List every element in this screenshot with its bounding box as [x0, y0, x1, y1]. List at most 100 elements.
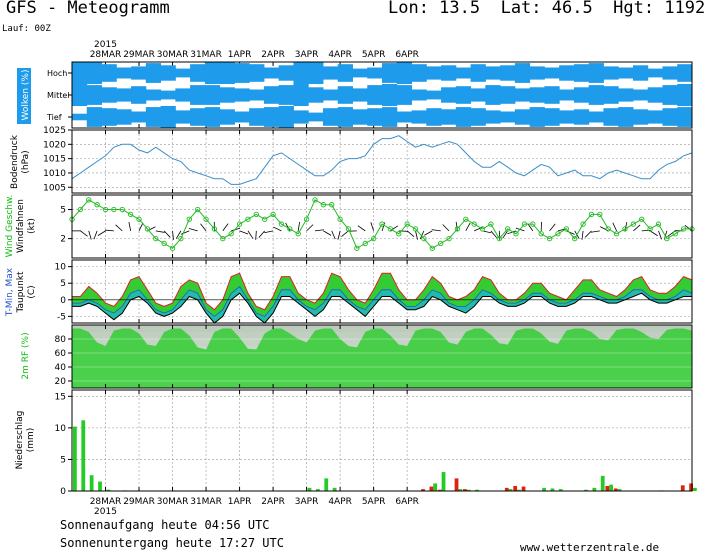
- cloud-cell: [102, 64, 117, 82]
- x-tick-label: 28MAR: [90, 50, 122, 60]
- cloud-cell: [220, 109, 235, 124]
- cloud-cell: [220, 87, 235, 102]
- cloud-cell: [559, 90, 574, 101]
- x-tick-label: 28MAR: [90, 497, 122, 507]
- x-tick-label: 2APR: [261, 50, 285, 60]
- cloud-cell: [544, 68, 559, 79]
- cloud-cell: [367, 108, 382, 126]
- wind-barb: [466, 223, 470, 231]
- source-url: www.wetterzentrale.de: [520, 541, 659, 554]
- cloud-cell: [574, 109, 589, 124]
- cloud-cell: [515, 109, 530, 124]
- cloud-cell: [382, 107, 397, 127]
- wind-barb: [585, 231, 591, 237]
- cloud-cell: [603, 66, 618, 79]
- cloud-cell: [382, 84, 397, 106]
- cloud-cell: [662, 108, 677, 126]
- cloud-level-label: Mittel: [47, 91, 70, 100]
- x-tick-label: 1APR: [228, 50, 252, 60]
- wind-barb: [94, 231, 97, 239]
- wind-barb: [223, 224, 228, 231]
- year-label-bottom: 2015: [94, 507, 117, 517]
- wind-barb: [240, 231, 248, 234]
- cloud-cell: [190, 64, 205, 82]
- wind-barb: [181, 231, 189, 234]
- panel-label: Niederschlag: [15, 411, 25, 470]
- wind-barb: [591, 231, 600, 232]
- cloud-cell: [146, 63, 161, 83]
- cloud-cell: [146, 90, 161, 101]
- cloud-cell: [190, 108, 205, 126]
- panel-label: Wind Geschw.: [5, 195, 15, 258]
- cloud-cell: [456, 107, 471, 127]
- cloud-cell: [338, 86, 353, 104]
- cloud-cell: [323, 66, 338, 79]
- panel-label: (C): [27, 285, 37, 298]
- precip-bar-red: [522, 487, 526, 491]
- y-tick-label: 0: [60, 296, 66, 306]
- cloud-cell: [220, 62, 235, 84]
- cloud-cell: [603, 86, 618, 104]
- precip-bar-green: [81, 420, 85, 491]
- cloud-cell: [677, 107, 692, 127]
- cloud-level-label: Tief: [46, 113, 62, 122]
- cloud-cell: [648, 87, 663, 102]
- cloud-cell: [367, 85, 382, 105]
- cloud-cell: [662, 66, 677, 79]
- cloud-cell: [456, 86, 471, 104]
- x-tick-label: 2APR: [261, 497, 285, 507]
- wind-barb: [323, 231, 331, 236]
- cloud-cell: [574, 64, 589, 82]
- cloud-cell: [293, 110, 308, 123]
- cloud-cell: [102, 87, 117, 102]
- x-tick-label: 3APR: [295, 497, 319, 507]
- cloud-cell: [603, 108, 618, 126]
- x-tick-label: 6APR: [395, 50, 419, 60]
- cloud-cell: [264, 107, 279, 127]
- panel-label: (kt): [27, 218, 37, 234]
- cloud-cell: [249, 90, 264, 101]
- cloud-level-label: Hoch: [47, 69, 67, 78]
- wind-barb: [98, 231, 106, 236]
- panel-label: Taupunkt: [16, 271, 26, 314]
- cloud-cell: [131, 112, 146, 123]
- x-tick-label: 4APR: [328, 50, 352, 60]
- pressure-line: [72, 136, 692, 185]
- wind-barb: [129, 222, 131, 231]
- wind-barb: [201, 224, 207, 231]
- cloud-cell: [500, 65, 515, 80]
- cloud-cell: [264, 68, 279, 79]
- cloud-cell: [175, 69, 190, 78]
- cloud-cell: [87, 107, 102, 127]
- cloud-cell: [677, 64, 692, 82]
- wind-barb: [139, 223, 143, 231]
- x-tick-label: 29MAR: [123, 497, 155, 507]
- y-tick-label: 1005: [43, 183, 66, 193]
- cloud-cell: [589, 112, 604, 123]
- x-tick-label: 5APR: [362, 497, 386, 507]
- cloud-cell: [485, 110, 500, 123]
- wind-barb: [650, 231, 658, 236]
- cloud-cell: [279, 65, 294, 80]
- wind-barb: [264, 231, 273, 233]
- x-tick-label: 6APR: [395, 497, 419, 507]
- sunset-text: Sonnenuntergang heute 17:27 UTC: [60, 536, 284, 550]
- precip-bar-green: [433, 483, 437, 491]
- cloud-cell: [205, 62, 220, 84]
- y-tick-label: 10: [55, 424, 67, 434]
- cloud-cell: [367, 68, 382, 79]
- pressure-panel-frame: [72, 130, 692, 193]
- cloud-cell: [426, 66, 441, 79]
- y-tick-label: 1025: [43, 126, 66, 136]
- y-tick-label: 2: [60, 235, 66, 245]
- wind-barb: [298, 222, 299, 231]
- cloud-cell: [116, 109, 131, 124]
- wind-barb: [424, 231, 432, 235]
- cloud-cell: [618, 68, 633, 79]
- cloud-cell: [618, 88, 633, 101]
- cloud-cell: [441, 109, 456, 124]
- cloud-cell: [456, 68, 471, 79]
- x-tick-label: 1APR: [228, 497, 252, 507]
- cloud-cell: [426, 108, 441, 126]
